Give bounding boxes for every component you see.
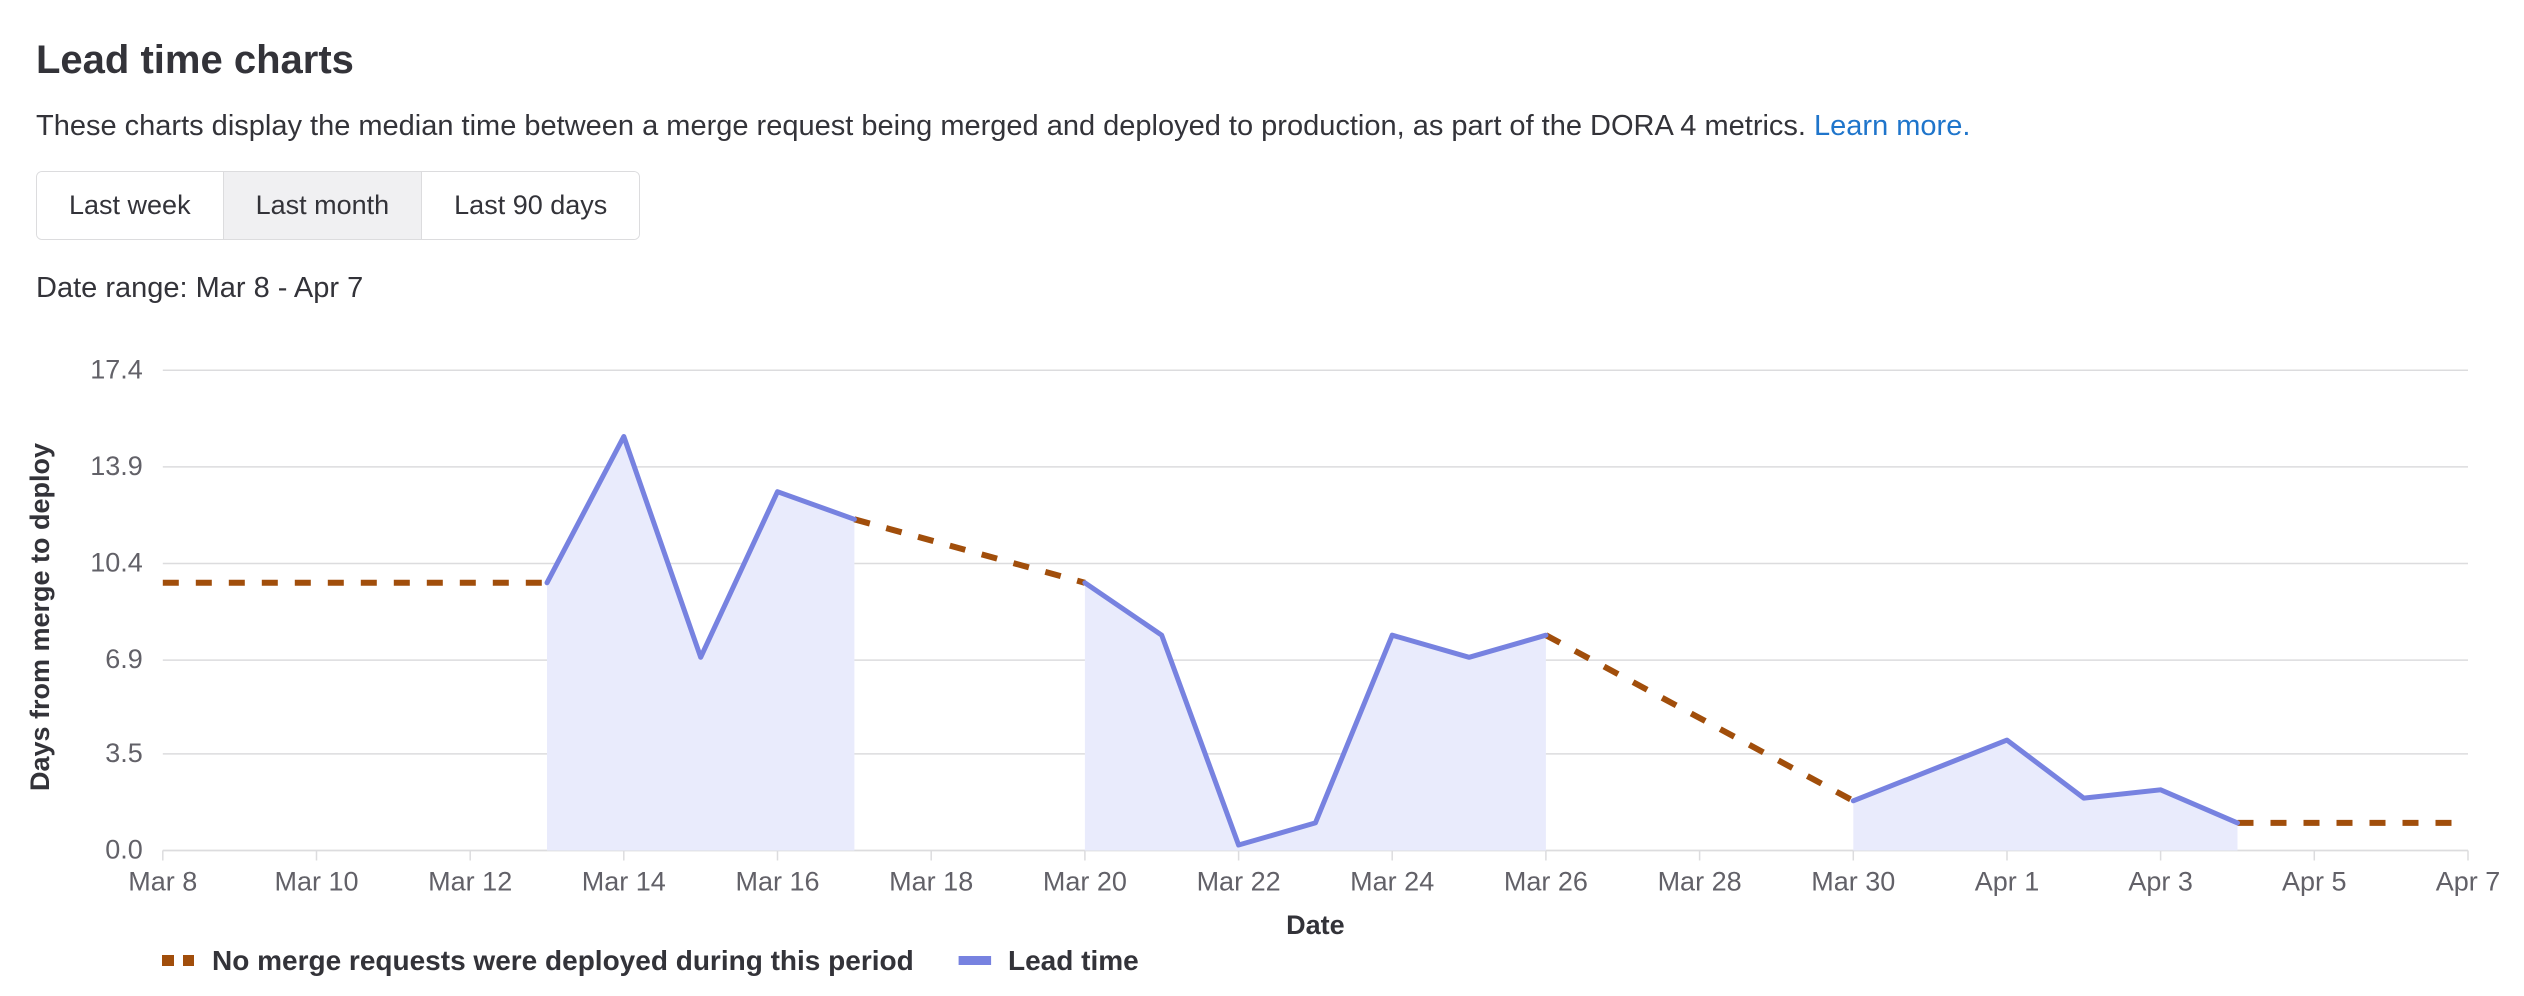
svg-text:Apr 1: Apr 1 <box>1975 867 2040 897</box>
svg-text:Mar 8: Mar 8 <box>128 867 197 897</box>
svg-text:Apr 7: Apr 7 <box>2436 867 2501 897</box>
svg-text:Mar 22: Mar 22 <box>1197 867 1281 897</box>
svg-text:Mar 26: Mar 26 <box>1504 867 1588 897</box>
svg-text:Apr 5: Apr 5 <box>2282 867 2347 897</box>
svg-text:Mar 30: Mar 30 <box>1811 867 1895 897</box>
svg-text:Mar 10: Mar 10 <box>274 867 358 897</box>
svg-text:6.9: 6.9 <box>105 644 143 674</box>
svg-text:Lead time: Lead time <box>1008 945 1139 976</box>
svg-text:0.0: 0.0 <box>105 835 143 865</box>
svg-text:Days from merge to deploy: Days from merge to deploy <box>25 443 55 791</box>
svg-text:No merge requests were deploye: No merge requests were deployed during t… <box>212 945 914 976</box>
svg-text:Mar 14: Mar 14 <box>582 867 666 897</box>
svg-text:Mar 24: Mar 24 <box>1350 867 1434 897</box>
svg-text:Mar 12: Mar 12 <box>428 867 512 897</box>
svg-text:3.5: 3.5 <box>105 738 143 768</box>
svg-text:Mar 16: Mar 16 <box>735 867 819 897</box>
svg-text:10.4: 10.4 <box>90 548 143 578</box>
svg-text:Apr 3: Apr 3 <box>2128 867 2193 897</box>
svg-text:Mar 18: Mar 18 <box>889 867 973 897</box>
svg-text:13.9: 13.9 <box>90 451 143 481</box>
svg-text:17.4: 17.4 <box>90 354 143 384</box>
svg-text:Mar 28: Mar 28 <box>1658 867 1742 897</box>
svg-text:Mar 20: Mar 20 <box>1043 867 1127 897</box>
svg-text:Date: Date <box>1286 910 1345 940</box>
